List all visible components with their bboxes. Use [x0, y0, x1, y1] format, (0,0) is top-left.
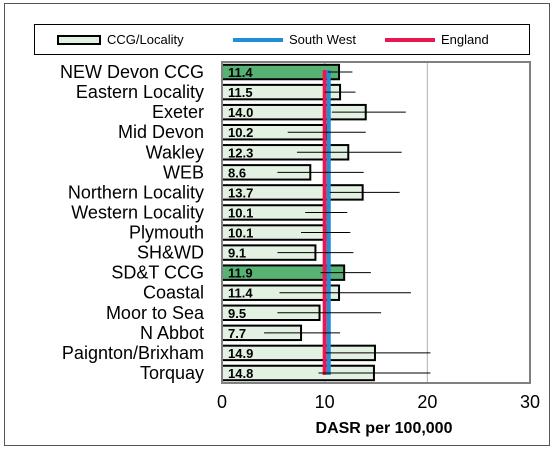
error-bars — [264, 71, 431, 374]
category-label: SH&WD — [137, 243, 204, 263]
category-label: Torquay — [140, 363, 204, 383]
legend-label-england: England — [441, 32, 489, 47]
legend-item-england: England — [385, 25, 489, 54]
category-label: Coastal — [143, 283, 204, 303]
bar-value-label: 9.5 — [228, 306, 246, 321]
category-label: SD&T CCG — [111, 263, 204, 283]
x-tick-label: 10 — [315, 392, 335, 412]
category-label: Moor to Sea — [106, 303, 205, 323]
legend-label-ccg-locality: CCG/Locality — [107, 32, 184, 47]
bar-value-label: 10.1 — [228, 226, 253, 241]
legend-swatch-south-west — [233, 37, 283, 42]
bar-value-label: 10.2 — [228, 125, 253, 140]
x-tick-labels: 0 10 20 30 — [217, 392, 540, 412]
legend-label-south-west: South West — [289, 32, 356, 47]
bar-value-label: 11.4 — [228, 286, 253, 301]
reference-lines — [322, 70, 331, 375]
category-label: Mid Devon — [118, 122, 204, 142]
bar-value-labels: 11.4 11.5 14.0 10.2 12.3 8.6 13.7 10.1 10.1 9.1 11… — [228, 65, 253, 381]
category-label: N Abbot — [140, 323, 204, 343]
bar-value-label: 14.8 — [228, 366, 253, 381]
category-label: Northern Locality — [68, 182, 204, 202]
bar-value-label: 12.3 — [228, 145, 253, 160]
plot-area-border — [221, 61, 531, 384]
bar-value-label: 10.1 — [228, 205, 253, 220]
x-tick-label: 30 — [520, 392, 540, 412]
category-label: Eastern Locality — [76, 82, 204, 102]
category-label: WEB — [163, 162, 204, 182]
category-label: NEW Devon CCG — [60, 62, 204, 82]
x-tick-label: 20 — [417, 392, 437, 412]
category-label: Western Locality — [71, 202, 204, 222]
x-axis-title: DASR per 100,000 — [316, 420, 453, 437]
bar-value-label: 14.9 — [228, 346, 253, 361]
legend: CCG/Locality South West England — [34, 24, 530, 55]
bar-value-label: 9.1 — [228, 246, 246, 261]
category-label: Paignton/Brixham — [62, 343, 204, 363]
legend-item-ccg-locality: CCG/Locality — [57, 25, 184, 54]
bar-value-label: 11.5 — [228, 85, 253, 100]
x-tick-label: 0 — [217, 392, 227, 412]
category-label: Plymouth — [129, 223, 204, 243]
bar-value-label: 14.0 — [228, 105, 253, 120]
category-label: Exeter — [152, 102, 204, 122]
bar-value-label: 11.9 — [228, 266, 253, 281]
bar-value-label: 8.6 — [228, 165, 246, 180]
legend-item-south-west: South West — [233, 25, 356, 54]
legend-swatch-england — [385, 37, 435, 42]
category-label: Wakley — [146, 142, 204, 162]
bar-value-label: 7.7 — [228, 326, 246, 341]
bar-value-label: 11.4 — [228, 65, 253, 80]
legend-swatch-bar — [57, 34, 101, 45]
bar-value-label: 13.7 — [228, 185, 253, 200]
